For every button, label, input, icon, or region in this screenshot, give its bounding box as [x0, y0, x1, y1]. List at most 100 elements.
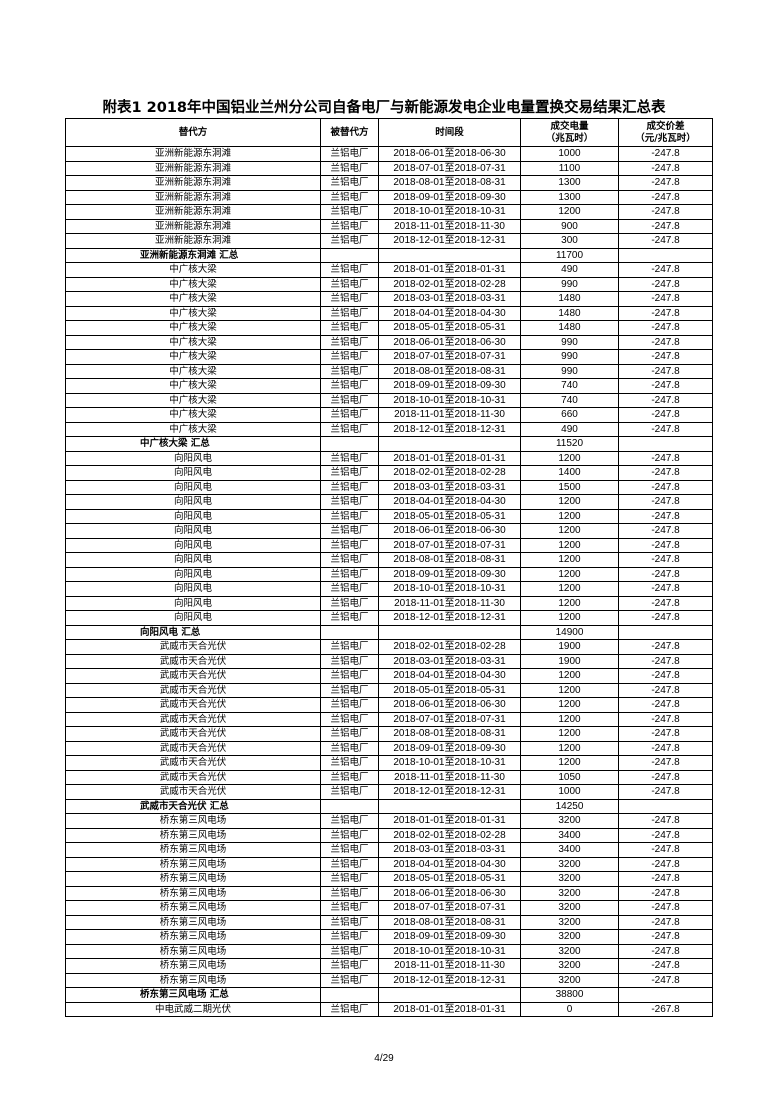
table-row: 武威市天合光伏 兰铝电厂 2018-02-01至2018-02-28 1900 -247…	[65, 639, 713, 655]
table-row: 中广核大梁 兰铝电厂 2018-05-01至2018-05-31 1480 -247.8	[65, 320, 713, 336]
cell-substitute: 中广核大梁	[65, 276, 321, 292]
cell-substitute: 桥东第三风电场	[65, 842, 321, 858]
cell-quantity: 1200	[520, 523, 619, 539]
cell-substitute: 中电武威二期光伏	[65, 1001, 321, 1017]
cell-substituted: 兰铝电厂	[320, 160, 379, 176]
cell-quantity: 3200	[520, 914, 619, 930]
cell-period: 2018-03-01至2018-03-31	[378, 653, 521, 669]
header-substitute: 替代方	[65, 118, 321, 147]
cell-period: 2018-12-01至2018-12-31	[378, 421, 521, 437]
table-row: 桥东第三风电场 兰铝电厂 2018-04-01至2018-04-30 3200 -247…	[65, 856, 713, 872]
cell-quantity: 1100	[520, 160, 619, 176]
cell-substituted: 兰铝电厂	[320, 1001, 379, 1017]
table-row: 亚洲新能源东洞滩 兰铝电厂 2018-11-01至2018-11-30 900 -247…	[65, 218, 713, 234]
cell-substitute: 桥东第三风电场	[65, 914, 321, 930]
cell-quantity: 1200	[520, 537, 619, 553]
cell-substitute: 中广核大梁	[65, 407, 321, 423]
cell-quantity: 1200	[520, 508, 619, 524]
cell-price-diff: -247.8	[618, 450, 713, 466]
cell-period: 2018-08-01至2018-08-31	[378, 175, 521, 191]
table-row: 亚洲新能源东洞滩 兰铝电厂 2018-12-01至2018-12-31 300 -247…	[65, 233, 713, 249]
cell-substituted: 兰铝电厂	[320, 552, 379, 568]
cell-period: 2018-09-01至2018-09-30	[378, 566, 521, 582]
cell-substitute: 向阳风电	[65, 494, 321, 510]
cell-substituted: 兰铝电厂	[320, 958, 379, 974]
cell-price-diff: -247.8	[618, 160, 713, 176]
cell-price-diff: -247.8	[618, 523, 713, 539]
cell-period: 2018-08-01至2018-08-31	[378, 363, 521, 379]
table-row: 武威市天合光伏 兰铝电厂 2018-08-01至2018-08-31 1200 -247…	[65, 726, 713, 742]
cell-quantity: 1900	[520, 639, 619, 655]
cell-substituted: 兰铝电厂	[320, 378, 379, 394]
cell-period: 2018-03-01至2018-03-31	[378, 479, 521, 495]
cell-substitute: 中广核大梁	[65, 349, 321, 365]
cell-substitute: 桥东第三风电场	[65, 958, 321, 974]
cell-quantity: 1480	[520, 291, 619, 307]
cell-substituted: 兰铝电厂	[320, 856, 379, 872]
cell-price-diff: -247.8	[618, 595, 713, 611]
cell-price-diff: -247.8	[618, 204, 713, 220]
table-row: 武威市天合光伏 兰铝电厂 2018-05-01至2018-05-31 1200 -247…	[65, 682, 713, 698]
cell-substitute: 武威市天合光伏	[65, 784, 321, 800]
cell-quantity: 1000	[520, 784, 619, 800]
cell-price-diff: -247.8	[618, 682, 713, 698]
cell-substitute: 中广核大梁 汇总	[65, 436, 321, 452]
cell-price-diff	[618, 987, 713, 1003]
cell-substitute: 桥东第三风电场	[65, 929, 321, 945]
cell-price-diff: -247.8	[618, 175, 713, 191]
cell-substitute: 亚洲新能源东洞滩	[65, 218, 321, 234]
table-row: 中广核大梁 兰铝电厂 2018-04-01至2018-04-30 1480 -247.8	[65, 305, 713, 321]
cell-price-diff: -247.8	[618, 856, 713, 872]
cell-price-diff: -247.8	[618, 842, 713, 858]
cell-substitute: 亚洲新能源东洞滩	[65, 204, 321, 220]
cell-price-diff: -247.8	[618, 769, 713, 785]
cell-price-diff: -247.8	[618, 305, 713, 321]
cell-substitute: 武威市天合光伏 汇总	[65, 798, 321, 814]
cell-period	[378, 436, 521, 452]
cell-substituted: 兰铝电厂	[320, 900, 379, 916]
cell-substituted: 兰铝电厂	[320, 639, 379, 655]
cell-period: 2018-05-01至2018-05-31	[378, 682, 521, 698]
cell-price-diff: -247.8	[618, 276, 713, 292]
cell-quantity: 14250	[520, 798, 619, 814]
cell-substitute: 向阳风电	[65, 610, 321, 626]
cell-price-diff: -247.8	[618, 653, 713, 669]
cell-quantity: 1000	[520, 146, 619, 162]
cell-price-diff: -247.8	[618, 581, 713, 597]
cell-period: 2018-10-01至2018-10-31	[378, 755, 521, 771]
cell-period: 2018-04-01至2018-04-30	[378, 668, 521, 684]
cell-price-diff: -247.8	[618, 639, 713, 655]
cell-quantity: 1200	[520, 697, 619, 713]
cell-period: 2018-07-01至2018-07-31	[378, 711, 521, 727]
cell-substituted: 兰铝电厂	[320, 407, 379, 423]
cell-period: 2018-02-01至2018-02-28	[378, 276, 521, 292]
cell-price-diff: -247.8	[618, 421, 713, 437]
cell-period: 2018-02-01至2018-02-28	[378, 827, 521, 843]
cell-period: 2018-06-01至2018-06-30	[378, 697, 521, 713]
cell-price-diff: -247.8	[618, 320, 713, 336]
cell-substituted: 兰铝电厂	[320, 972, 379, 988]
cell-substituted: 兰铝电厂	[320, 682, 379, 698]
table-row: 中广核大梁 兰铝电厂 2018-07-01至2018-07-31 990 -247.8	[65, 349, 713, 365]
header-substituted: 被替代方	[320, 118, 379, 147]
cell-price-diff: -247.8	[618, 610, 713, 626]
table-row: 亚洲新能源东洞滩 兰铝电厂 2018-06-01至2018-06-30 1000 -24…	[65, 146, 713, 162]
cell-substituted: 兰铝电厂	[320, 827, 379, 843]
table-row: 武威市天合光伏 兰铝电厂 2018-03-01至2018-03-31 1900 -247…	[65, 653, 713, 669]
cell-substituted: 兰铝电厂	[320, 392, 379, 408]
cell-price-diff	[618, 247, 713, 263]
cell-substituted: 兰铝电厂	[320, 262, 379, 278]
cell-substitute: 中广核大梁	[65, 291, 321, 307]
cell-period: 2018-01-01至2018-01-31	[378, 813, 521, 829]
cell-quantity: 300	[520, 233, 619, 249]
cell-quantity: 3200	[520, 885, 619, 901]
table-row: 中广核大梁 兰铝电厂 2018-02-01至2018-02-28 990 -247.8	[65, 276, 713, 292]
cell-price-diff: -247.8	[618, 479, 713, 495]
cell-substituted: 兰铝电厂	[320, 726, 379, 742]
cell-quantity: 1900	[520, 653, 619, 669]
cell-price-diff: -247.8	[618, 465, 713, 481]
table-row: 桥东第三风电场 兰铝电厂 2018-01-01至2018-01-31 3200 -247…	[65, 813, 713, 829]
cell-price-diff: -247.8	[618, 189, 713, 205]
cell-substituted: 兰铝电厂	[320, 363, 379, 379]
cell-price-diff: -247.8	[618, 784, 713, 800]
